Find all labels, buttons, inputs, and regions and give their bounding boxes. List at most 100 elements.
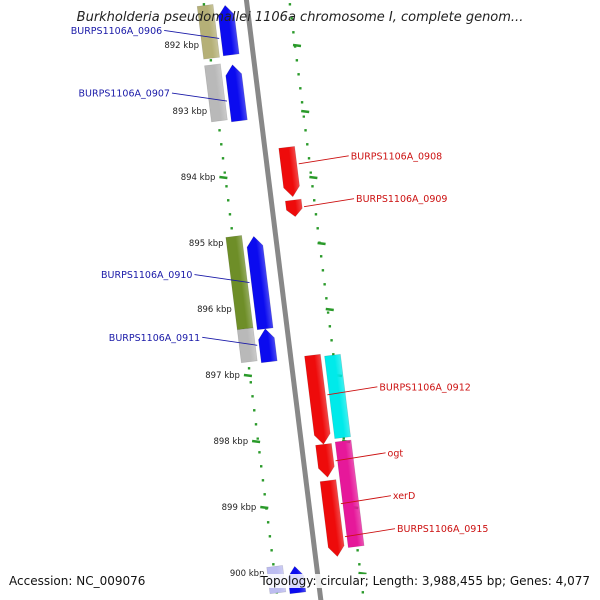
gene-label[interactable]: BURPS1106A_0915 [397,524,488,535]
ring-dot [326,311,330,314]
gene-label[interactable]: BURPS1106A_0907 [79,89,170,100]
feature-arrow [319,479,345,557]
map-title: Burkholderia pseudomallei 1106a chromoso… [76,10,524,25]
ring-dot [342,437,345,440]
major-tick [219,175,228,180]
ring-dot [258,451,261,454]
ring-dot [358,563,361,566]
ring-dot [288,3,292,6]
feature-arrow [225,64,248,123]
tick-label: 894 kbp [181,173,216,183]
feature-arrow [284,198,303,218]
feature-layer [196,4,365,595]
tick-label: 895 kbp [189,239,224,249]
tick-label: 892 kbp [164,41,199,51]
ring-dot [272,563,275,566]
ring-dot [247,367,251,370]
gene-leader-line [298,155,349,165]
ring-dot [227,199,230,202]
ring-dot [256,437,259,440]
feature-arrow [315,442,335,478]
major-tick [317,241,326,246]
tick-label: 896 kbp [197,305,232,315]
feature-shape [319,479,345,557]
feature-shape [218,4,240,57]
tick-label: 893 kbp [173,107,208,117]
ring-dot [299,87,302,90]
ring-dot [263,493,266,496]
major-tick [309,175,318,180]
ring-dot [261,479,265,482]
gene-label[interactable]: BURPS1106A_0906 [71,26,162,37]
feature-shape [225,64,248,123]
major-tick [260,505,269,510]
ring-dot [251,395,254,398]
label-layer: BURPS1106A_0906 BURPS1106A_0907 BURPS1106A… [71,26,488,538]
ring-dot [260,465,263,468]
accession-text: Accession: NC_009076 [9,574,146,588]
feature-arrow [258,328,278,364]
gene-leader-line [303,198,355,208]
backbone-layer [243,0,324,600]
tick-label: 900 kbp [230,569,265,579]
feature-shape [246,235,274,331]
major-tick [358,571,367,576]
gene-label[interactable]: BURPS1106A_0912 [379,382,470,393]
gene-leader-line [194,274,250,284]
ring-dot [290,17,293,20]
gene-leader-line [327,386,378,396]
tick-label: 898 kbp [213,437,248,447]
ring-dot [319,255,323,258]
ring-dot [295,59,299,62]
ring-dot [230,227,233,230]
feature-arrow [246,235,274,331]
ring-dot [228,213,232,216]
gene-leader-line [340,495,391,505]
tick-label: 899 kbp [222,503,257,513]
ring-dot [270,549,273,552]
ring-dot [209,59,213,62]
feature-shape [196,4,220,60]
gene-label[interactable]: BURPS1106A_0908 [351,151,442,162]
ring-dot [300,101,304,104]
gene-leader-line [202,336,258,346]
topology-summary: Topology: circular; Length: 3,988,455 bp… [260,574,590,588]
ring-dot [268,535,272,538]
ring-dot [328,325,332,328]
ring-dot [221,157,225,160]
ring-dot [323,283,326,286]
feature-shape [324,353,351,440]
gene-label[interactable]: BURPS1106A_0910 [101,270,192,281]
major-tick [301,109,310,114]
ring-dot [321,269,325,272]
ring-dot [220,143,223,146]
ring-dot [356,549,359,552]
tick-label: 897 kbp [205,371,240,381]
ring-dot [223,171,226,174]
gene-leader-line [335,452,386,462]
ring-dot [311,185,314,188]
gene-leader-line [344,528,396,538]
ring-dot [202,3,206,6]
feature-shape [284,198,303,218]
gene-label[interactable]: BURPS1106A_0909 [356,194,447,205]
gene-leader-line [164,29,220,39]
major-tick [325,307,334,312]
major-tick [251,439,261,444]
gene-label[interactable]: ogt [388,448,404,459]
major-tick [243,373,253,378]
ring-dot [218,129,221,132]
feature-shape [204,63,228,123]
feature-arrow [204,63,228,123]
ring-dot [293,45,297,48]
ring-dot [313,199,316,202]
gene-label[interactable]: BURPS1106A_0911 [109,333,200,344]
feature-arrow [236,327,258,364]
feature-arrow [304,353,331,445]
feature-arrow [196,4,220,60]
gene-label[interactable]: xerD [393,491,415,502]
feature-shape [315,442,335,478]
gene-leader-line [171,92,228,102]
feature-shape [278,145,300,198]
feature-arrow [278,145,300,198]
